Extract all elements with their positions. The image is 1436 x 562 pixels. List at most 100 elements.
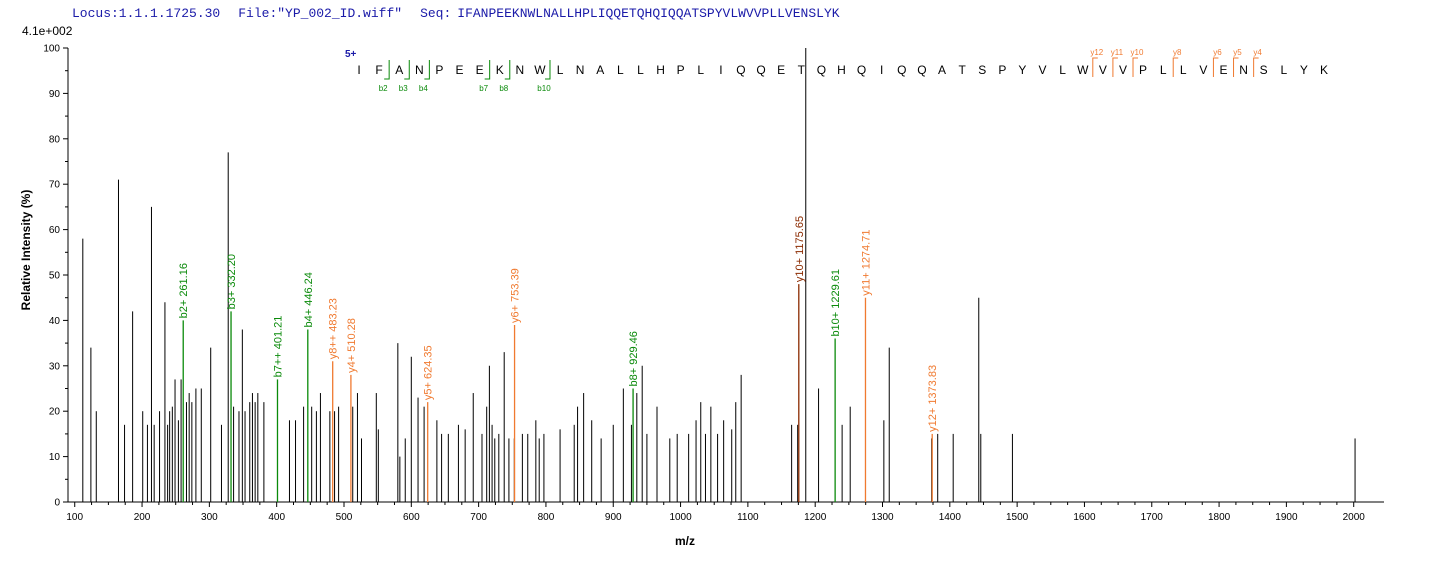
charge-state-label: 5+ [345, 49, 357, 60]
sequence-residue: L [1160, 63, 1167, 77]
x-tick-label: 500 [336, 512, 353, 523]
sequence-residue: Q [857, 63, 866, 77]
x-tick-label: 1300 [871, 512, 894, 523]
x-tick-label: 100 [66, 512, 83, 523]
y-fragment-label: y11 [1111, 48, 1124, 57]
sequence-residue: P [677, 63, 685, 77]
y-fragment-marker [1253, 57, 1259, 77]
y-tick-label: 70 [49, 180, 61, 191]
sequence-residue: A [938, 63, 946, 77]
sequence-residue: T [798, 63, 806, 77]
sequence-residue: E [456, 63, 464, 77]
b-fragment-label: b4 [419, 84, 428, 93]
sequence-residue: H [837, 63, 846, 77]
y-tick-label: 50 [49, 271, 61, 282]
sequence-residue: V [1099, 63, 1107, 77]
locus-text: Locus:1.1.1.1725.30 [72, 6, 221, 21]
y-axis-title: Relative Intensity (%) [19, 190, 33, 311]
y-fragment-label: y10 [1131, 48, 1144, 57]
sequence-residue: I [880, 63, 883, 77]
sequence-residue: L [557, 63, 564, 77]
sequence-residue: S [978, 63, 986, 77]
b-fragment-marker [404, 60, 410, 80]
seq-label: Seq: [420, 6, 452, 21]
sequence-residue: A [596, 63, 604, 77]
x-tick-label: 1700 [1141, 512, 1164, 523]
x-tick-label: 200 [134, 512, 151, 523]
x-axis-title: m/z [675, 534, 695, 548]
y-fragment-label: y6 [1213, 48, 1222, 57]
sequence-residue: P [1139, 63, 1147, 77]
file-text: File:"YP_002_ID.wiff" [238, 6, 403, 21]
y-tick-label: 30 [49, 361, 61, 372]
sequence-residue: W [534, 63, 546, 77]
sequence-residue: E [476, 63, 484, 77]
intensity-scale-label: 4.1e+002 [22, 24, 73, 38]
b-fragment-marker [424, 60, 430, 80]
sequence-residue: L [697, 63, 704, 77]
x-tick-label: 1400 [939, 512, 962, 523]
x-tick-label: 1600 [1073, 512, 1096, 523]
y-fragment-marker [1132, 57, 1139, 77]
peak-label: y6+ 753.39 [510, 268, 522, 323]
sequence-residue: L [1059, 63, 1066, 77]
sequence-residue: N [415, 63, 424, 77]
peak-label: y11+ 1274.71 [860, 230, 872, 296]
y-tick-label: 90 [49, 89, 61, 100]
y-tick-label: 0 [54, 498, 60, 509]
plain-peaks [82, 48, 1356, 502]
x-tick-label: 1000 [669, 512, 692, 523]
sequence-residue: P [998, 63, 1006, 77]
sequence-residue: N [515, 63, 524, 77]
x-tick-label: 1100 [737, 512, 759, 523]
y-fragment-marker [1092, 57, 1098, 77]
x-tick-label: 300 [201, 512, 218, 523]
sequence-residue: P [435, 63, 443, 77]
sequence-residue: V [1039, 63, 1047, 77]
y-tick-label: 10 [49, 452, 61, 463]
y-tick-label: 40 [49, 316, 61, 327]
y-tick-label: 60 [49, 225, 61, 236]
sequence-residue: Q [897, 63, 906, 77]
y-fragment-label: y12 [1090, 48, 1103, 57]
peak-label: y8++ 483.23 [328, 298, 340, 359]
peak-label: b3+ 332.20 [226, 254, 238, 309]
sequence-residue: V [1119, 63, 1127, 77]
sequence-residue: A [395, 63, 403, 77]
y-fragment-label: y4 [1253, 48, 1262, 57]
x-tick-label: 700 [470, 512, 487, 523]
sequence-residue: L [1280, 63, 1287, 77]
sequence-residue: Q [917, 63, 926, 77]
y-fragment-marker [1172, 57, 1179, 77]
sequence-residue: Y [1018, 63, 1026, 77]
x-tick-label: 2000 [1343, 512, 1366, 523]
y-fragment-marker [1233, 57, 1239, 77]
sequence-residue: H [656, 63, 665, 77]
peak-label: b4+ 446.24 [303, 272, 315, 327]
header-bar: Locus:1.1.1.1725.30 File:"YP_002_ID.wiff"… [72, 6, 858, 21]
y-fragment-marker [1112, 57, 1118, 77]
sequence-residue: L [637, 63, 644, 77]
sequence-residue: E [777, 63, 785, 77]
sequence-residue: V [1199, 63, 1207, 77]
sequence-residue: N [576, 63, 585, 77]
b-fragment-marker [504, 60, 511, 80]
peak-label: y5+ 624.35 [423, 345, 435, 400]
sequence-residue: K [1320, 63, 1328, 77]
peak-label: b8+ 929.46 [628, 331, 640, 386]
y-tick-label: 80 [49, 134, 61, 145]
b-fragment-marker [484, 60, 491, 80]
y-fragment-label: y8 [1173, 48, 1182, 57]
x-tick-label: 900 [605, 512, 622, 523]
x-tick-label: 400 [268, 512, 285, 523]
peak-label: y10+ 1175.65 [794, 216, 806, 282]
sequence-residue: S [1260, 63, 1268, 77]
sequence-residue: T [958, 63, 966, 77]
sequence-residue: I [357, 63, 360, 77]
x-tick-label: 1500 [1006, 512, 1029, 523]
b-fragment-label: b3 [399, 84, 408, 93]
sequence-residue: L [1180, 63, 1187, 77]
seq-text: IFANPEEKNWLNALLHPLIQQETQHQIQQATSPYVLWVVP… [457, 6, 840, 21]
sequence-residue: K [496, 63, 504, 77]
